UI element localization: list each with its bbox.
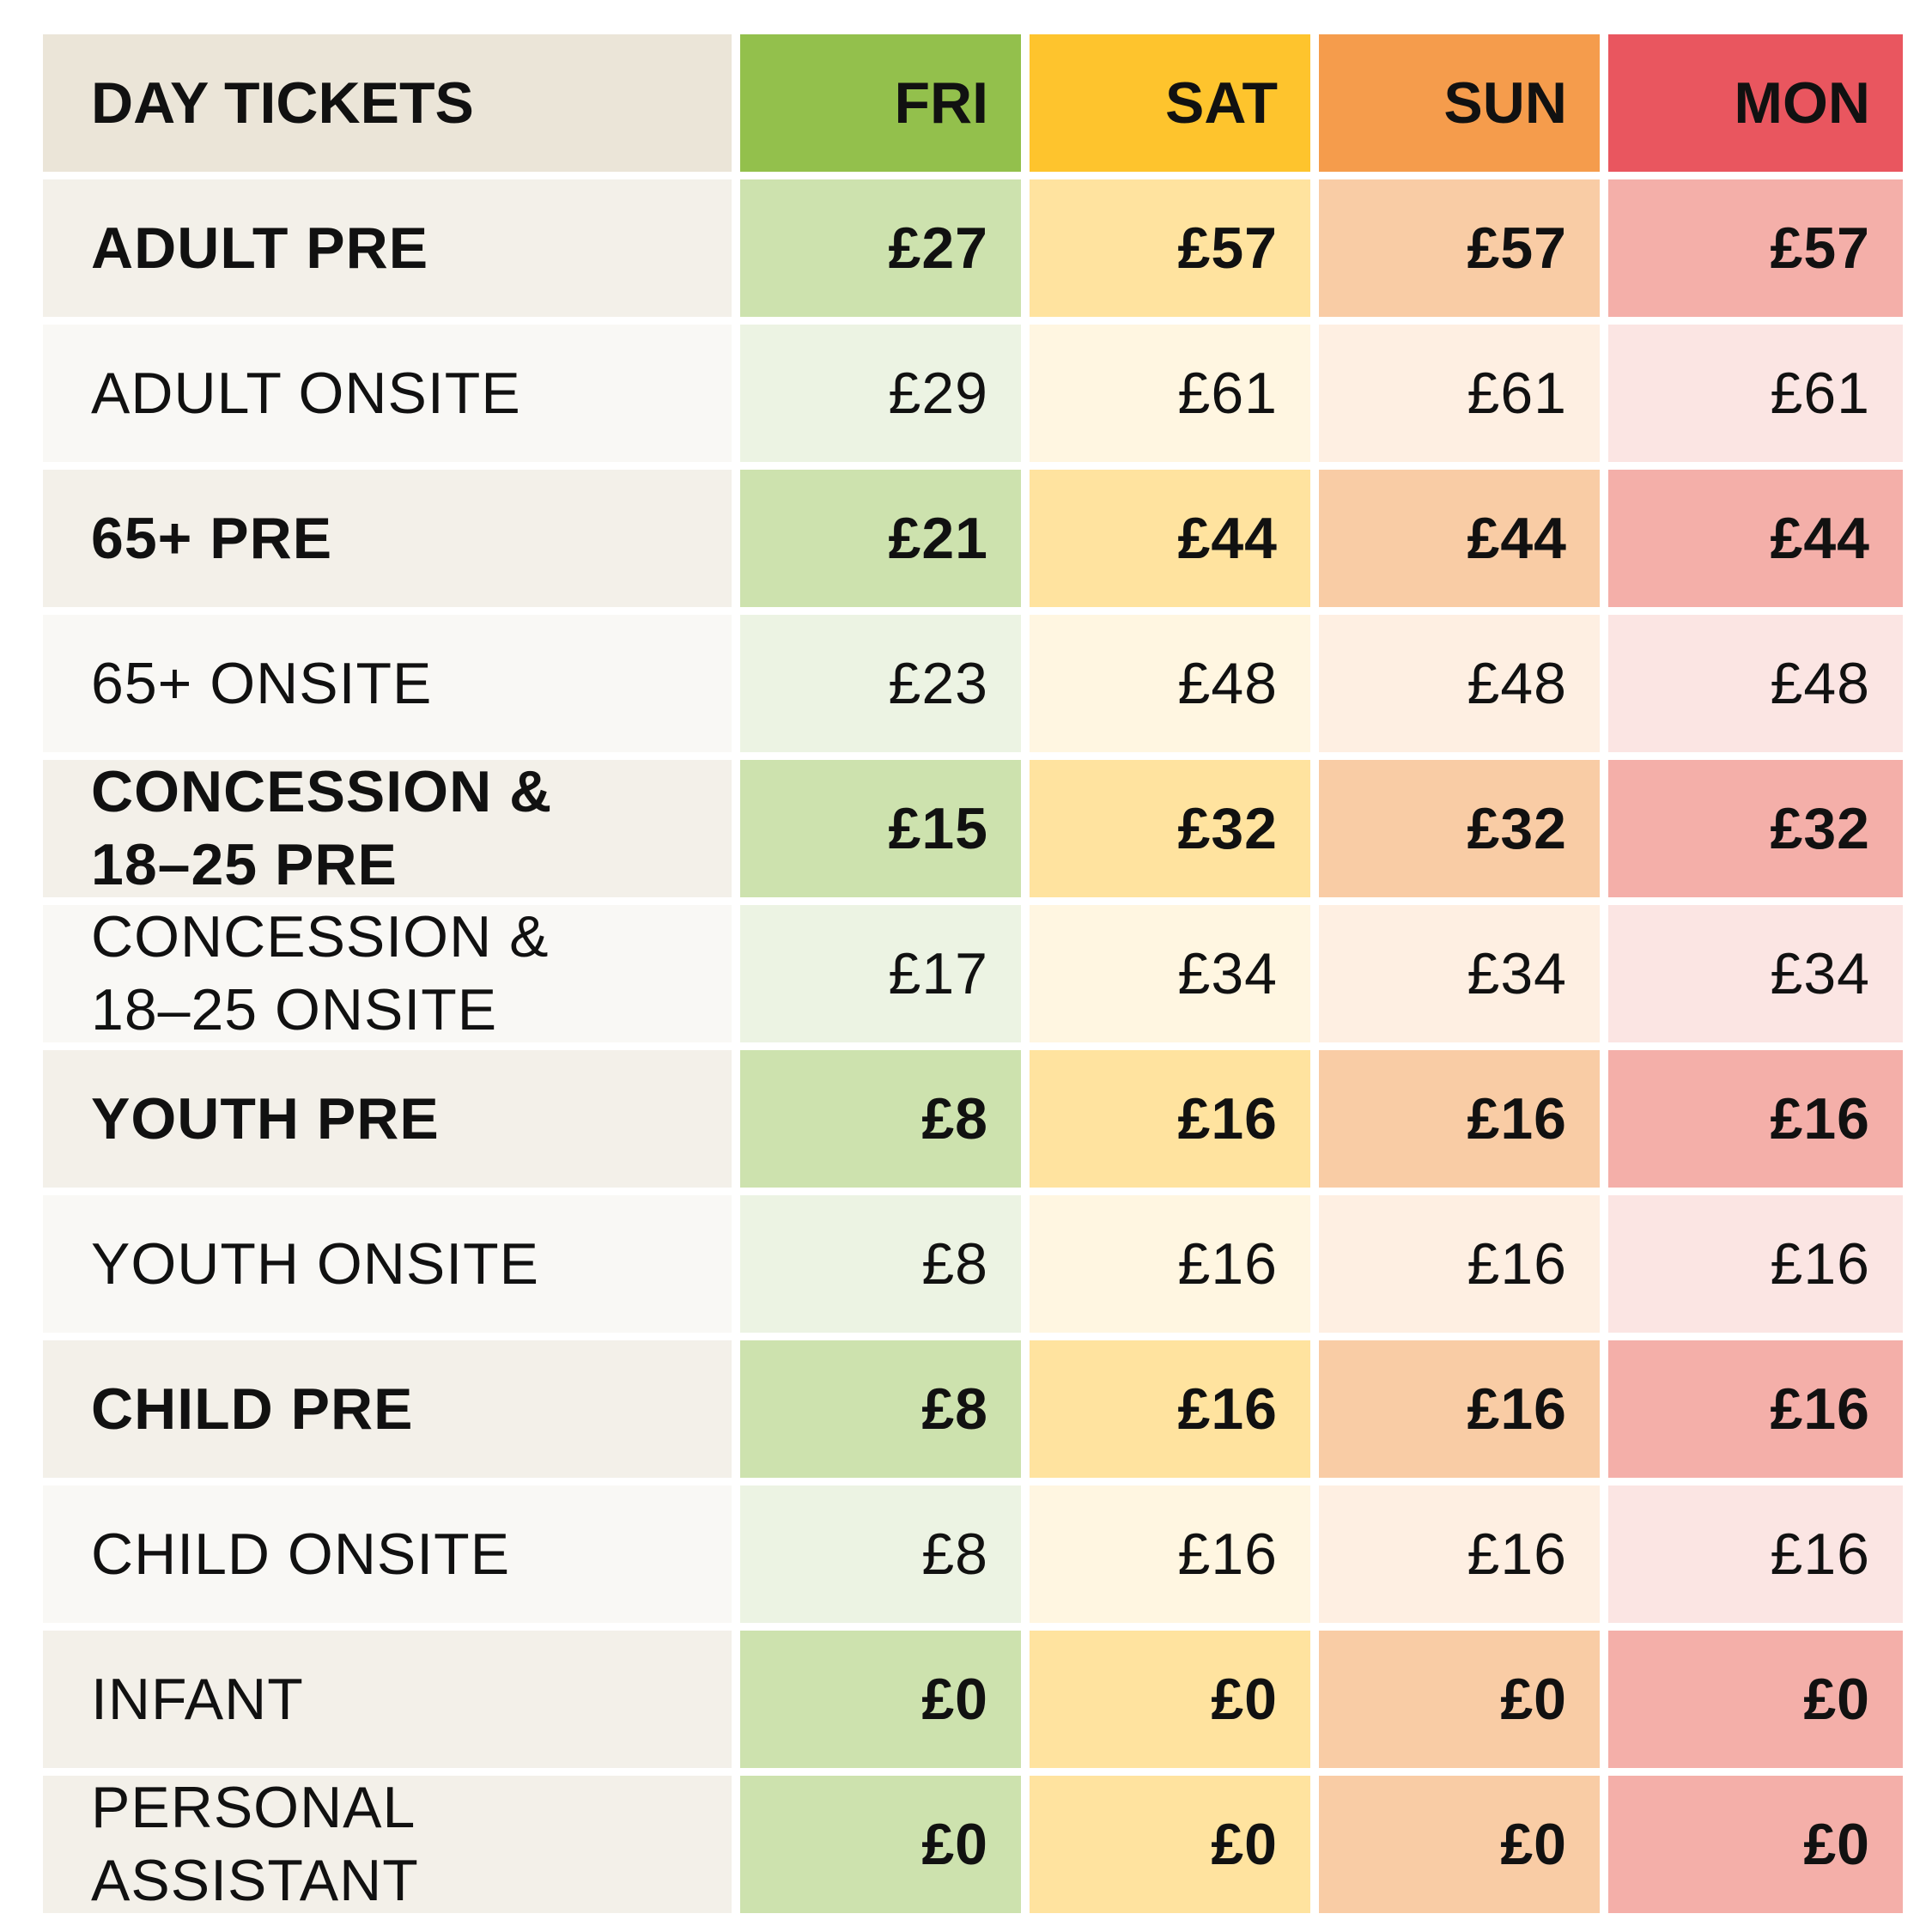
price-child-pre-sun: £16	[1319, 1340, 1600, 1478]
price-concession-onsite-mon: £34	[1608, 905, 1903, 1042]
price-65-onsite-sat: £48	[1030, 615, 1310, 752]
price-adult-onsite-sun: £61	[1319, 325, 1600, 462]
row-label-concession-pre-line1: CONCESSION &	[91, 759, 553, 824]
price-personal-assistant-sat: £0	[1030, 1776, 1310, 1913]
price-youth-pre-mon: £16	[1608, 1050, 1903, 1188]
row-label-concession-pre-line2: 18–25 PRE	[91, 832, 398, 897]
row-label-child-pre: CHILD PRE	[43, 1340, 732, 1478]
price-concession-pre-sun: £32	[1319, 760, 1600, 897]
price-personal-assistant-fri: £0	[740, 1776, 1021, 1913]
price-65-onsite-sun: £48	[1319, 615, 1600, 752]
price-youth-pre-fri: £8	[740, 1050, 1021, 1188]
price-child-onsite-sat: £16	[1030, 1485, 1310, 1623]
price-personal-assistant-mon: £0	[1608, 1776, 1903, 1913]
ticket-price-table: DAY TICKETS FRI SAT SUN MON ADULT PRE £2…	[43, 34, 1903, 1913]
row-label-concession-onsite-line1: CONCESSION &	[91, 904, 550, 969]
header-day-fri: FRI	[740, 34, 1021, 172]
price-child-pre-mon: £16	[1608, 1340, 1903, 1478]
row-label-concession-onsite-line2: 18–25 ONSITE	[91, 977, 498, 1042]
header-day-sat: SAT	[1030, 34, 1310, 172]
price-adult-pre-mon: £57	[1608, 179, 1903, 317]
price-concession-onsite-fri: £17	[740, 905, 1021, 1042]
row-label-adult-pre: ADULT PRE	[43, 179, 732, 317]
price-65-pre-sat: £44	[1030, 470, 1310, 607]
price-65-onsite-fri: £23	[740, 615, 1021, 752]
price-concession-pre-mon: £32	[1608, 760, 1903, 897]
price-personal-assistant-sun: £0	[1319, 1776, 1600, 1913]
price-child-pre-sat: £16	[1030, 1340, 1310, 1478]
row-label-adult-onsite: ADULT ONSITE	[43, 325, 732, 462]
row-label-personal-assistant: PERSONAL ASSISTANT	[43, 1775, 732, 1913]
price-adult-pre-sat: £57	[1030, 179, 1310, 317]
price-adult-onsite-sat: £61	[1030, 325, 1310, 462]
price-infant-sun: £0	[1319, 1631, 1600, 1768]
price-child-pre-fri: £8	[740, 1340, 1021, 1478]
price-adult-pre-sun: £57	[1319, 179, 1600, 317]
price-youth-pre-sat: £16	[1030, 1050, 1310, 1188]
price-concession-pre-fri: £15	[740, 760, 1021, 897]
price-youth-onsite-mon: £16	[1608, 1195, 1903, 1333]
price-65-pre-mon: £44	[1608, 470, 1903, 607]
row-label-child-onsite: CHILD ONSITE	[43, 1485, 732, 1623]
price-65-pre-sun: £44	[1319, 470, 1600, 607]
price-concession-pre-sat: £32	[1030, 760, 1310, 897]
price-adult-onsite-mon: £61	[1608, 325, 1903, 462]
price-child-onsite-mon: £16	[1608, 1485, 1903, 1623]
row-label-65-onsite: 65+ ONSITE	[43, 615, 732, 752]
price-concession-onsite-sun: £34	[1319, 905, 1600, 1042]
price-child-onsite-sun: £16	[1319, 1485, 1600, 1623]
price-child-onsite-fri: £8	[740, 1485, 1021, 1623]
price-adult-onsite-fri: £29	[740, 325, 1021, 462]
header-day-sun: SUN	[1319, 34, 1600, 172]
row-label-concession-pre: CONCESSION & 18–25 PRE	[43, 759, 732, 897]
price-infant-fri: £0	[740, 1631, 1021, 1768]
row-label-youth-pre: YOUTH PRE	[43, 1050, 732, 1188]
price-concession-onsite-sat: £34	[1030, 905, 1310, 1042]
price-youth-onsite-sat: £16	[1030, 1195, 1310, 1333]
price-infant-mon: £0	[1608, 1631, 1903, 1768]
price-65-pre-fri: £21	[740, 470, 1021, 607]
row-label-infant: INFANT	[43, 1631, 732, 1768]
row-label-concession-onsite: CONCESSION & 18–25 ONSITE	[43, 904, 732, 1042]
price-youth-onsite-sun: £16	[1319, 1195, 1600, 1333]
price-youth-pre-sun: £16	[1319, 1050, 1600, 1188]
row-label-youth-onsite: YOUTH ONSITE	[43, 1195, 732, 1333]
row-label-65-pre: 65+ PRE	[43, 470, 732, 607]
price-infant-sat: £0	[1030, 1631, 1310, 1768]
header-label: DAY TICKETS	[43, 34, 732, 172]
price-youth-onsite-fri: £8	[740, 1195, 1021, 1333]
header-day-mon: MON	[1608, 34, 1903, 172]
price-adult-pre-fri: £27	[740, 179, 1021, 317]
price-65-onsite-mon: £48	[1608, 615, 1903, 752]
